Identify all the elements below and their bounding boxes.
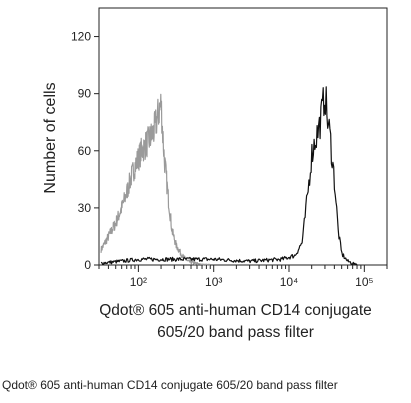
x-axis-title-line-1: Qdot® 605 anti-human CD14 conjugate <box>99 302 372 319</box>
x-axis-title: Qdot® 605 anti-human CD14 conjugate 605/… <box>60 300 411 344</box>
x-tick-label: 10³ <box>205 275 222 289</box>
y-tick-label: 120 <box>71 30 91 44</box>
x-tick-label: 10² <box>130 275 147 289</box>
y-axis-title: Number of cells <box>42 82 59 193</box>
plot-frame <box>98 7 388 266</box>
figure-caption: Qdot® 605 anti-human CD14 conjugate 605/… <box>2 378 338 392</box>
x-tick-label: 10⁵ <box>355 275 373 289</box>
flow-histogram: 0 30 60 90 120 10² 10³ 10⁴ 10⁵ Number of cells <box>42 7 388 289</box>
histogram-series-1 <box>100 93 211 266</box>
y-tick-label: 0 <box>84 258 91 272</box>
y-tick-label: 90 <box>78 87 92 101</box>
histogram-series-2 <box>100 86 358 266</box>
x-tick-label: 10⁴ <box>280 275 299 289</box>
x-axis-title-line-2: 605/20 band pass filter <box>157 324 314 341</box>
y-tick-label: 60 <box>78 144 92 158</box>
y-tick-label: 30 <box>78 201 92 215</box>
